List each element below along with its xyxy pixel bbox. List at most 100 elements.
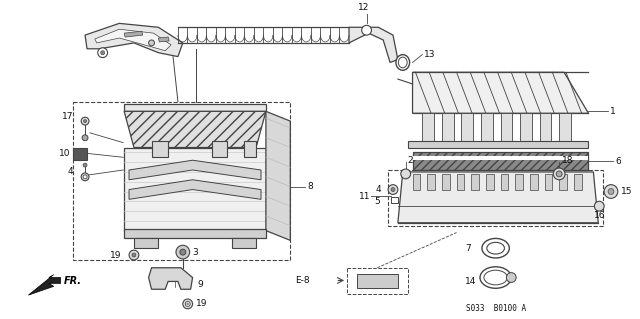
Circle shape xyxy=(187,303,189,305)
Circle shape xyxy=(554,168,565,180)
Polygon shape xyxy=(530,174,538,189)
Polygon shape xyxy=(357,274,398,288)
Polygon shape xyxy=(349,27,398,63)
Polygon shape xyxy=(481,113,493,143)
Circle shape xyxy=(391,188,395,191)
Ellipse shape xyxy=(487,242,504,254)
Polygon shape xyxy=(28,275,61,295)
Circle shape xyxy=(84,120,86,122)
Circle shape xyxy=(183,299,193,309)
Polygon shape xyxy=(158,37,169,42)
Ellipse shape xyxy=(398,57,407,68)
Polygon shape xyxy=(559,174,567,189)
Polygon shape xyxy=(266,111,291,241)
Circle shape xyxy=(185,301,190,306)
Circle shape xyxy=(388,185,398,195)
Circle shape xyxy=(176,245,189,259)
Text: 4: 4 xyxy=(376,185,381,194)
Text: 17: 17 xyxy=(62,112,74,121)
Circle shape xyxy=(401,169,411,179)
Polygon shape xyxy=(398,172,598,223)
Polygon shape xyxy=(232,238,256,248)
Text: 18: 18 xyxy=(562,156,573,165)
Text: 19: 19 xyxy=(109,250,121,260)
Polygon shape xyxy=(428,174,435,189)
Polygon shape xyxy=(74,147,87,160)
Circle shape xyxy=(83,163,87,167)
Polygon shape xyxy=(545,174,552,189)
Polygon shape xyxy=(95,29,171,51)
Polygon shape xyxy=(500,174,508,189)
Text: FR.: FR. xyxy=(63,277,81,286)
Circle shape xyxy=(81,117,89,125)
Polygon shape xyxy=(129,180,261,199)
Text: 7: 7 xyxy=(465,244,471,253)
Polygon shape xyxy=(85,23,183,56)
Circle shape xyxy=(556,171,562,177)
Polygon shape xyxy=(129,160,261,180)
Polygon shape xyxy=(124,147,266,231)
Polygon shape xyxy=(486,174,493,189)
Ellipse shape xyxy=(480,267,511,288)
Polygon shape xyxy=(413,152,589,170)
Text: E-8: E-8 xyxy=(295,276,310,285)
Text: 3: 3 xyxy=(193,248,198,256)
Polygon shape xyxy=(134,238,158,248)
Text: 4: 4 xyxy=(68,167,74,176)
Text: 2: 2 xyxy=(408,156,413,165)
Polygon shape xyxy=(461,113,473,143)
Text: 11: 11 xyxy=(359,192,371,201)
Polygon shape xyxy=(540,113,551,143)
Polygon shape xyxy=(574,174,582,189)
Polygon shape xyxy=(212,141,227,157)
Polygon shape xyxy=(124,104,266,111)
Polygon shape xyxy=(152,141,168,157)
Polygon shape xyxy=(124,229,266,238)
Circle shape xyxy=(595,201,604,211)
Text: 19: 19 xyxy=(195,300,207,308)
Polygon shape xyxy=(391,197,398,203)
Circle shape xyxy=(148,40,154,46)
Circle shape xyxy=(608,189,614,195)
Text: 14: 14 xyxy=(465,277,476,286)
Text: 1: 1 xyxy=(610,107,616,116)
Polygon shape xyxy=(442,174,450,189)
Circle shape xyxy=(81,173,89,181)
Polygon shape xyxy=(520,113,532,143)
Text: 6: 6 xyxy=(615,157,621,166)
Text: 12: 12 xyxy=(358,3,369,11)
Text: S033  B0100 A: S033 B0100 A xyxy=(465,304,525,313)
Polygon shape xyxy=(442,113,454,143)
Polygon shape xyxy=(148,268,193,289)
Circle shape xyxy=(98,48,108,58)
Polygon shape xyxy=(422,113,434,143)
Circle shape xyxy=(362,25,371,35)
Circle shape xyxy=(180,249,186,255)
Polygon shape xyxy=(413,72,589,113)
Polygon shape xyxy=(500,113,512,143)
Circle shape xyxy=(129,250,139,260)
Circle shape xyxy=(604,185,618,198)
Polygon shape xyxy=(244,141,256,157)
Polygon shape xyxy=(413,156,589,160)
Polygon shape xyxy=(408,141,589,147)
Text: 13: 13 xyxy=(424,50,436,59)
Ellipse shape xyxy=(484,270,508,285)
Circle shape xyxy=(100,51,104,55)
Ellipse shape xyxy=(482,238,509,258)
Polygon shape xyxy=(413,174,420,189)
Polygon shape xyxy=(124,31,143,37)
Text: 5: 5 xyxy=(374,197,380,206)
Circle shape xyxy=(82,135,88,141)
Text: 8: 8 xyxy=(307,182,313,191)
Polygon shape xyxy=(456,174,465,189)
Circle shape xyxy=(83,175,87,179)
Circle shape xyxy=(506,273,516,282)
Ellipse shape xyxy=(396,55,410,70)
Polygon shape xyxy=(515,174,523,189)
Text: 10: 10 xyxy=(59,149,70,158)
Polygon shape xyxy=(559,113,571,143)
Polygon shape xyxy=(471,174,479,189)
Text: 15: 15 xyxy=(621,187,632,196)
Polygon shape xyxy=(124,111,266,147)
